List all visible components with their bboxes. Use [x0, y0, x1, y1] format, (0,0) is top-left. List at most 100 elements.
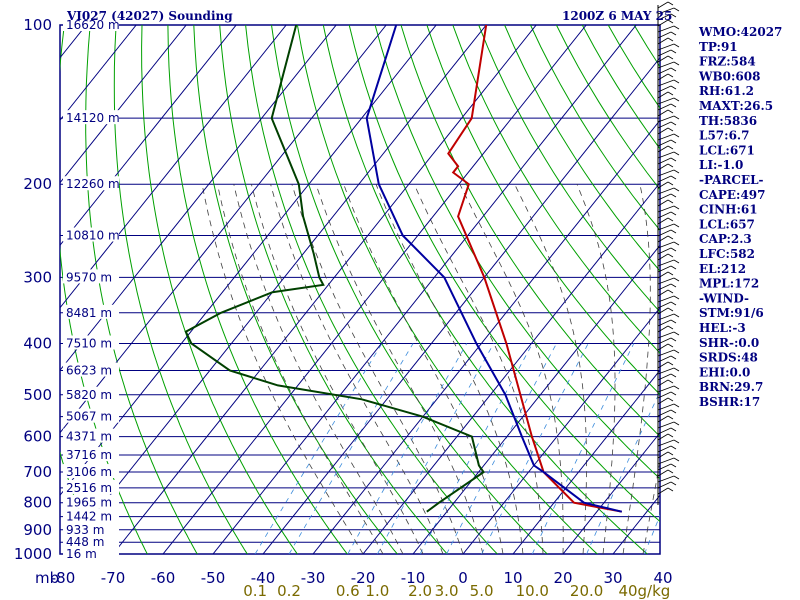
wind-barb-flag — [670, 355, 677, 360]
index-value: LI:-1.0 — [699, 158, 743, 172]
wind-barb-flag — [667, 271, 674, 276]
height-label-bg — [63, 546, 119, 560]
dry-adiabat-line — [426, 25, 660, 396]
moist-adiabat-line — [413, 184, 544, 554]
wind-barb-flag — [673, 295, 680, 300]
wind-barb — [657, 49, 672, 57]
index-value: WB0:608 — [698, 69, 760, 83]
height-tick-label: 16 m — [66, 547, 97, 561]
index-value: FRZ:584 — [699, 55, 756, 69]
station-title: VI027 (42027) Sounding — [66, 9, 233, 23]
pressure-tick-label: 1000 — [14, 545, 52, 563]
wind-barb — [657, 91, 669, 99]
wind-barb-flag — [667, 325, 674, 330]
wind-barb — [657, 433, 669, 441]
wind-barb — [657, 43, 675, 51]
pressure-tick-label: 900 — [23, 521, 52, 539]
moist-adiabat-line — [459, 184, 564, 554]
isotherm-line — [262, 56, 660, 554]
dry-adiabat-line — [790, 25, 800, 565]
temperature-tick-label: 40 — [653, 569, 672, 587]
index-value: MAXT:26.5 — [699, 99, 773, 113]
wind-barb-flag — [667, 253, 674, 258]
isotherm-line — [112, 25, 537, 554]
temperature-tick-label: 10 — [503, 569, 522, 587]
wind-barb-flag — [673, 457, 680, 462]
height-tick-label: 16620 m — [66, 18, 120, 32]
wind-barb-flag — [667, 307, 674, 312]
index-value: LCL:671 — [699, 143, 755, 157]
index-value: STM:91/6 — [699, 306, 764, 320]
temperature-tick-label: -40 — [251, 569, 276, 587]
wind-barb — [657, 355, 672, 363]
height-tick-label: 9570 m — [66, 270, 112, 284]
mixing-ratio-line — [347, 343, 468, 554]
wind-barb — [657, 349, 675, 357]
wind-barb — [657, 277, 675, 285]
wind-barb — [657, 25, 675, 33]
height-tick-label: 5820 m — [66, 388, 112, 402]
isotherm-line — [60, 25, 237, 247]
moist-adiabat-line — [343, 184, 504, 554]
height-label-bg — [63, 176, 119, 191]
temperature-tick-label: -20 — [351, 569, 376, 587]
wind-barb-flag — [673, 403, 680, 408]
wind-barb — [657, 217, 669, 225]
index-value: EHI:0.0 — [699, 365, 750, 379]
mixing-ratio-line — [446, 343, 557, 554]
mixing-ratio-line — [254, 343, 383, 554]
height-tick-label: 10810 m — [66, 229, 120, 243]
wind-barb — [657, 289, 669, 297]
wind-barb-flag — [667, 55, 674, 60]
sounding-time: 1200Z 6 MAY 25 — [562, 9, 672, 23]
wind-barb — [657, 61, 675, 69]
wind-barb — [657, 415, 669, 423]
pressure-tick-label: 100 — [23, 16, 52, 34]
wind-barb — [657, 187, 675, 195]
wind-barb-flag — [673, 7, 680, 12]
wind-barb-flag — [670, 373, 677, 378]
wind-barb — [657, 475, 675, 483]
height-tick-label: 6623 m — [66, 364, 112, 378]
isotherm-line — [60, 25, 287, 309]
index-value: RH:61.2 — [699, 84, 754, 98]
wind-barb — [657, 97, 675, 105]
wind-barb — [657, 439, 675, 447]
wind-barb-flag — [670, 337, 677, 342]
wind-barb — [657, 103, 672, 111]
isotherm-line — [512, 369, 660, 554]
wind-barb — [657, 361, 669, 369]
wind-barb — [657, 253, 669, 261]
wind-barb-flag — [673, 241, 680, 246]
height-label-bg — [63, 17, 119, 31]
wind-barb-flag — [667, 73, 674, 78]
mixing-ratio-tick-label: 0.2 — [277, 582, 301, 600]
wind-barb — [657, 271, 669, 279]
height-label-bg — [63, 110, 119, 125]
dry-adiabat-line — [113, 25, 248, 554]
mixing-ratio-tick-label: 20.0 — [570, 582, 603, 600]
height-label-bg — [63, 464, 119, 479]
wind-barb — [657, 343, 669, 351]
index-value: LCL:657 — [699, 217, 755, 231]
pressure-tick-label: 500 — [23, 386, 52, 404]
mixing-ratio-line — [377, 343, 495, 554]
wind-barb — [657, 283, 672, 291]
dry-adiabat-line — [296, 25, 599, 554]
wind-barb — [657, 259, 675, 267]
height-label-bg — [63, 335, 119, 350]
wind-barb-flag — [670, 49, 677, 54]
index-value: SRDS:48 — [699, 351, 758, 365]
wind-barb — [657, 85, 672, 93]
index-value: CINH:61 — [699, 203, 758, 217]
wind-barb — [657, 151, 675, 159]
wind-barb — [657, 403, 675, 411]
height-tick-label: 1442 m — [66, 510, 112, 524]
wind-barb — [657, 331, 675, 339]
pressure-unit: mb — [35, 569, 59, 587]
height-tick-label: 448 m — [66, 535, 104, 549]
wind-barb — [657, 421, 675, 429]
index-value: -PARCEL- — [699, 173, 764, 187]
height-label-bg — [63, 227, 119, 242]
